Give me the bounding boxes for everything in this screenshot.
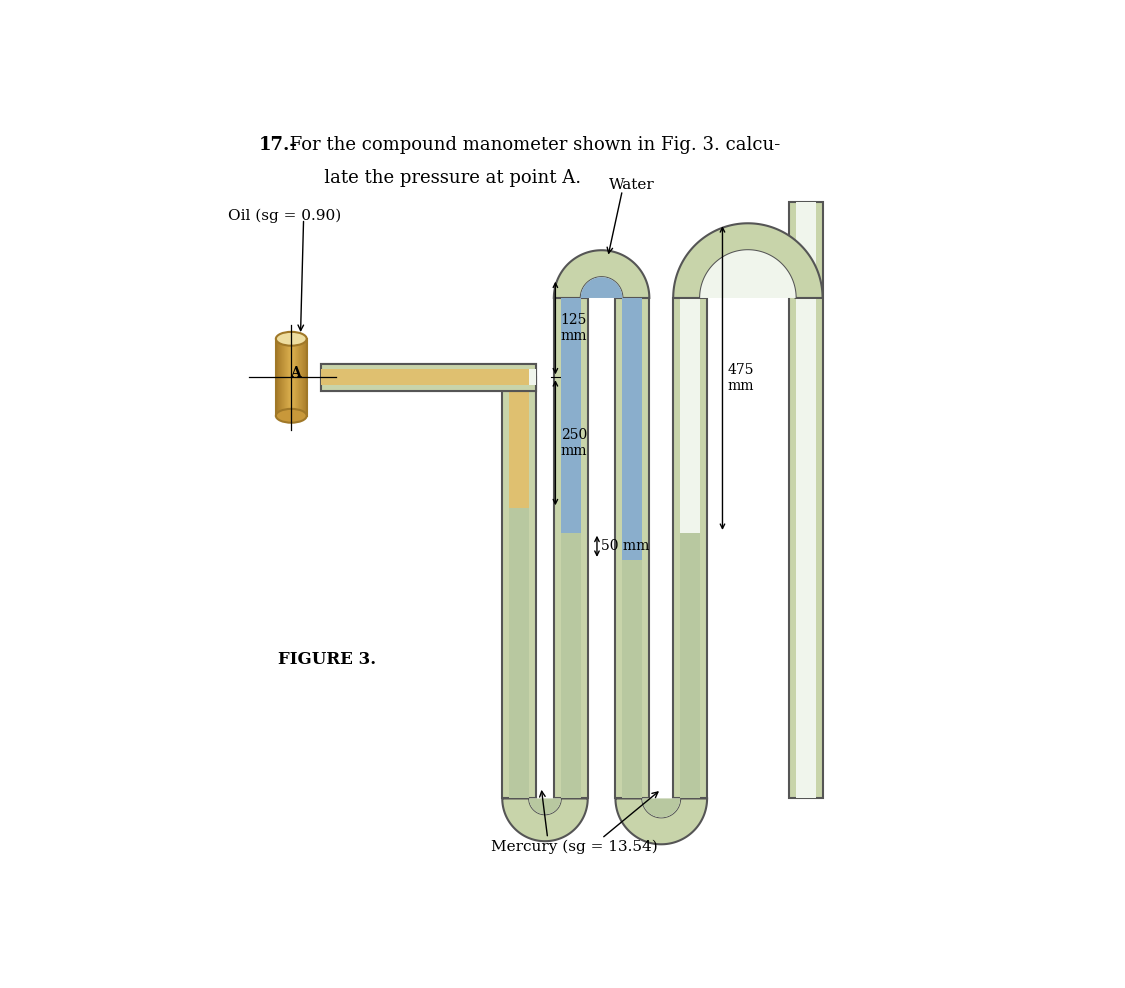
- Polygon shape: [580, 278, 622, 298]
- Polygon shape: [321, 364, 537, 391]
- Ellipse shape: [276, 332, 307, 346]
- Text: A: A: [290, 367, 302, 380]
- Polygon shape: [560, 298, 580, 798]
- Ellipse shape: [276, 409, 307, 423]
- Text: 17.-: 17.-: [259, 136, 298, 154]
- Polygon shape: [510, 508, 529, 798]
- Polygon shape: [502, 798, 587, 841]
- Polygon shape: [529, 798, 560, 814]
- Text: For the compound manometer shown in Fig. 3. calcu-: For the compound manometer shown in Fig.…: [284, 136, 780, 154]
- Polygon shape: [510, 377, 529, 798]
- Polygon shape: [642, 798, 681, 817]
- Polygon shape: [560, 298, 580, 533]
- Polygon shape: [795, 202, 816, 798]
- Polygon shape: [700, 250, 795, 298]
- Text: late the pressure at point A.: late the pressure at point A.: [284, 169, 580, 188]
- Polygon shape: [622, 298, 642, 560]
- Polygon shape: [510, 377, 529, 508]
- Polygon shape: [622, 560, 642, 798]
- Polygon shape: [615, 798, 708, 845]
- Polygon shape: [502, 377, 537, 798]
- Text: 475
mm: 475 mm: [728, 363, 755, 393]
- Polygon shape: [642, 798, 681, 817]
- Polygon shape: [681, 533, 700, 798]
- Polygon shape: [321, 370, 537, 385]
- Polygon shape: [681, 298, 700, 798]
- Polygon shape: [789, 202, 822, 798]
- Text: Water: Water: [610, 178, 655, 192]
- Polygon shape: [673, 223, 822, 298]
- Polygon shape: [529, 798, 560, 814]
- Text: Oil (sg = 0.90): Oil (sg = 0.90): [228, 208, 341, 222]
- Text: Mercury (sg = 13.54): Mercury (sg = 13.54): [492, 840, 658, 855]
- Polygon shape: [615, 298, 649, 798]
- Polygon shape: [673, 298, 708, 798]
- Polygon shape: [321, 364, 537, 391]
- Polygon shape: [554, 298, 587, 798]
- Polygon shape: [321, 370, 529, 385]
- Polygon shape: [580, 278, 622, 298]
- Polygon shape: [622, 298, 642, 798]
- Polygon shape: [560, 533, 580, 798]
- Text: FIGURE 3.: FIGURE 3.: [278, 651, 376, 668]
- Polygon shape: [554, 250, 649, 298]
- Text: 50 mm: 50 mm: [601, 539, 649, 553]
- Text: 125
mm: 125 mm: [560, 313, 587, 343]
- Text: 250
mm: 250 mm: [560, 428, 587, 457]
